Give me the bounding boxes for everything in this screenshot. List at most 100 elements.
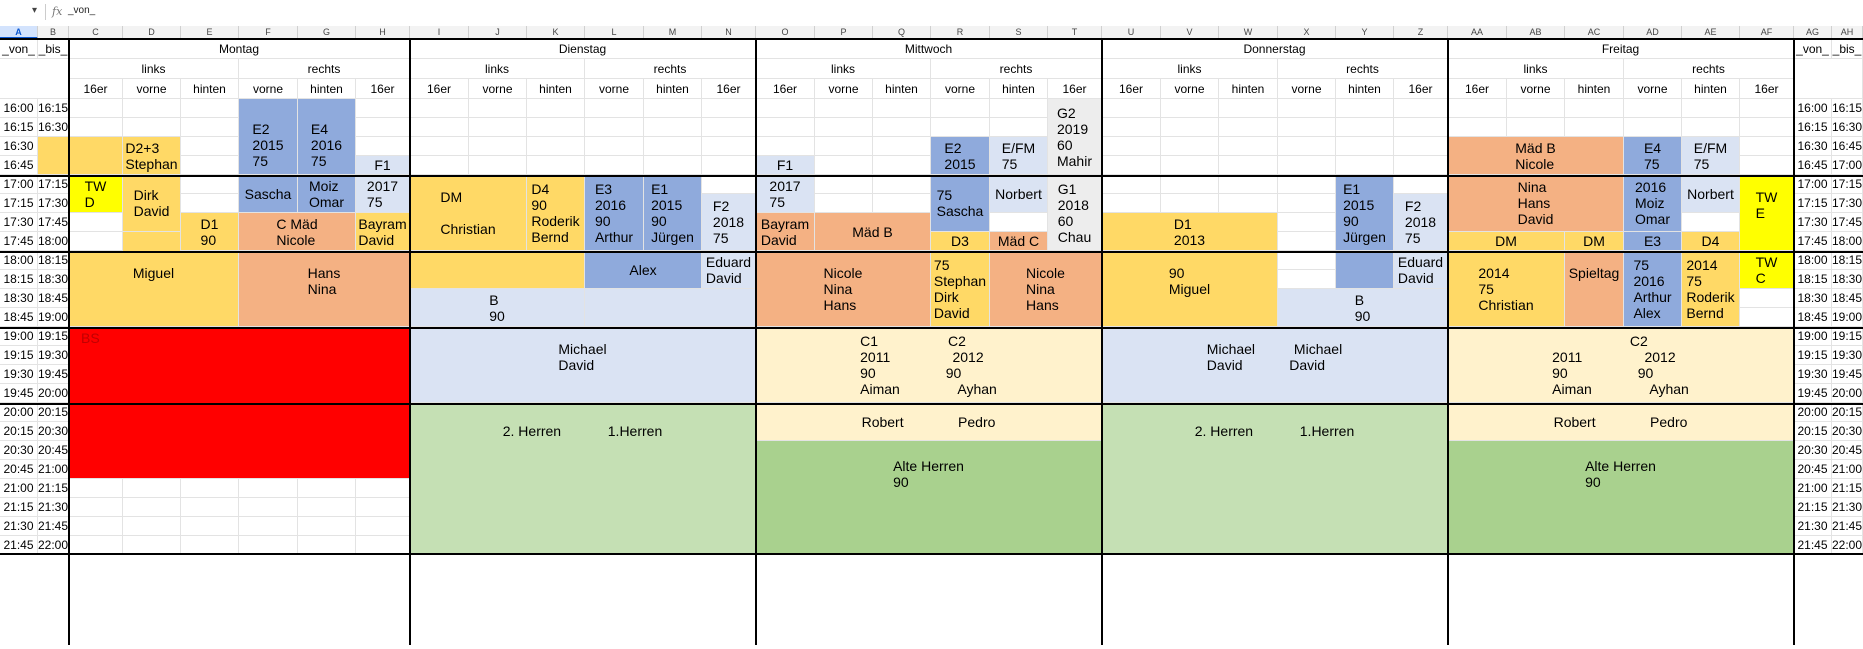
schedule-block[interactable]: E1 2015 90 Jürgen <box>1336 175 1394 251</box>
grid-cell[interactable] <box>410 156 469 175</box>
grid-cell[interactable] <box>1448 118 1507 137</box>
schedule-block[interactable]: Alte Herren 90 <box>1448 441 1794 555</box>
schedule-block[interactable]: 75 Stephan Dirk David <box>931 251 990 327</box>
grid-cell[interactable] <box>527 156 585 175</box>
grid-cell[interactable] <box>1102 194 1161 213</box>
grid-cell[interactable] <box>1278 175 1336 194</box>
grid-cell[interactable] <box>1278 232 1336 251</box>
grid-cell[interactable] <box>69 213 123 232</box>
schedule-block[interactable]: Mäd B Nicole <box>1448 137 1624 175</box>
schedule-block[interactable]: Eduard David <box>1394 251 1448 289</box>
grid-cell[interactable] <box>469 99 527 118</box>
grid-cell[interactable] <box>69 517 123 536</box>
grid-cell[interactable] <box>873 194 931 213</box>
schedule-block[interactable]: E1 2015 90 Jürgen <box>644 175 702 251</box>
grid-cell[interactable] <box>990 99 1048 118</box>
grid-cell[interactable] <box>585 156 644 175</box>
grid-cell[interactable] <box>1161 99 1219 118</box>
grid-cell[interactable] <box>1682 213 1740 232</box>
grid-cell[interactable] <box>527 137 585 156</box>
schedule-block[interactable]: D3 <box>931 232 990 251</box>
grid-cell[interactable] <box>181 517 239 536</box>
schedule-block[interactable]: Sascha <box>239 175 298 213</box>
grid-cell[interactable] <box>1219 118 1278 137</box>
schedule-block[interactable] <box>585 289 756 327</box>
schedule-block[interactable]: Bayram David <box>756 213 815 251</box>
grid-cell[interactable] <box>123 498 181 517</box>
grid-cell[interactable] <box>990 118 1048 137</box>
grid-cell[interactable] <box>1102 137 1161 156</box>
grid-cell[interactable] <box>69 99 123 118</box>
grid-cell[interactable] <box>123 118 181 137</box>
schedule-block[interactable]: DM <box>1565 232 1624 251</box>
schedule-block[interactable] <box>38 137 123 175</box>
grid-cell[interactable] <box>469 156 527 175</box>
grid-cell[interactable] <box>410 137 469 156</box>
grid-cell[interactable] <box>356 118 410 137</box>
schedule-block[interactable]: E4 2016 75 <box>298 99 356 175</box>
grid-cell[interactable] <box>1278 194 1336 213</box>
grid-cell[interactable] <box>1448 99 1507 118</box>
schedule-block[interactable]: E4 75 <box>1624 137 1682 175</box>
grid-cell[interactable] <box>931 99 990 118</box>
schedule-block[interactable]: Moiz Omar <box>298 175 356 213</box>
schedule-block[interactable]: 2014 75 Roderik Bernd <box>1682 251 1740 327</box>
schedule-block[interactable]: G2 2019 60 Mahir <box>1048 99 1102 175</box>
header-von[interactable]: _von_ <box>0 39 38 59</box>
schedule-block[interactable]: Nicole Nina Hans <box>756 251 931 327</box>
schedule-block[interactable]: Norbert <box>1682 175 1740 213</box>
grid-cell[interactable] <box>1161 156 1219 175</box>
grid-cell[interactable] <box>239 517 298 536</box>
grid-cell[interactable] <box>702 99 756 118</box>
grid-cell[interactable] <box>873 137 931 156</box>
grid-cell[interactable] <box>1278 137 1336 156</box>
grid-cell[interactable] <box>1624 118 1682 137</box>
grid-cell[interactable] <box>756 137 815 156</box>
schedule-block[interactable]: DM Christian <box>410 175 527 251</box>
grid-cell[interactable] <box>298 517 356 536</box>
grid-cell[interactable] <box>69 118 123 137</box>
schedule-block[interactable]: D2+3 Stephan <box>123 137 181 175</box>
schedule-block[interactable]: 75 Sascha <box>931 175 990 232</box>
grid-cell[interactable] <box>702 156 756 175</box>
schedule-block[interactable]: DM <box>1448 232 1565 251</box>
grid-cell[interactable] <box>527 99 585 118</box>
schedule-block[interactable]: D1 2013 <box>1102 213 1278 251</box>
schedule-block[interactable]: E3 <box>1624 232 1682 251</box>
schedule-block[interactable]: F1 <box>756 156 815 175</box>
schedule-block[interactable] <box>181 175 239 213</box>
grid-cell[interactable] <box>1624 99 1682 118</box>
schedule-block[interactable]: E3 2016 90 Arthur <box>585 175 644 251</box>
schedule-block[interactable]: G1 2018 60 Chau <box>1048 175 1102 251</box>
schedule-block[interactable]: Michael Michael David David <box>1102 327 1448 403</box>
grid-cell[interactable] <box>356 137 410 156</box>
grid-cell[interactable] <box>1682 99 1740 118</box>
grid-cell[interactable] <box>815 156 873 175</box>
grid-cell[interactable] <box>644 156 702 175</box>
grid-cell[interactable] <box>873 99 931 118</box>
grid-cell[interactable] <box>815 137 873 156</box>
grid-cell[interactable] <box>644 137 702 156</box>
grid-cell[interactable] <box>702 118 756 137</box>
schedule-block[interactable]: Alex <box>585 251 702 289</box>
grid-cell[interactable] <box>1102 156 1161 175</box>
grid-cell[interactable] <box>1336 137 1394 156</box>
grid-cell[interactable] <box>1507 99 1565 118</box>
grid-cell[interactable] <box>123 99 181 118</box>
grid-cell[interactable] <box>1394 118 1448 137</box>
grid-cell[interactable] <box>1102 118 1161 137</box>
grid-cell[interactable] <box>181 498 239 517</box>
grid-cell[interactable] <box>1161 118 1219 137</box>
schedule-block[interactable]: F1 <box>356 156 410 175</box>
grid-cell[interactable] <box>356 99 410 118</box>
schedule-block[interactable]: D4 90 Roderik Bernd <box>527 175 585 251</box>
schedule-block[interactable]: Michael David <box>410 327 756 403</box>
schedule-block[interactable]: 75 2016 Arthur Alex <box>1624 251 1682 327</box>
grid-cell[interactable] <box>69 498 123 517</box>
grid-cell[interactable] <box>1740 308 1794 327</box>
grid-cell[interactable] <box>756 99 815 118</box>
schedule-block[interactable] <box>1336 251 1394 289</box>
schedule-block[interactable]: 2017 75 <box>756 175 815 213</box>
schedule-block[interactable] <box>181 137 239 175</box>
grid-cell[interactable] <box>356 498 410 517</box>
